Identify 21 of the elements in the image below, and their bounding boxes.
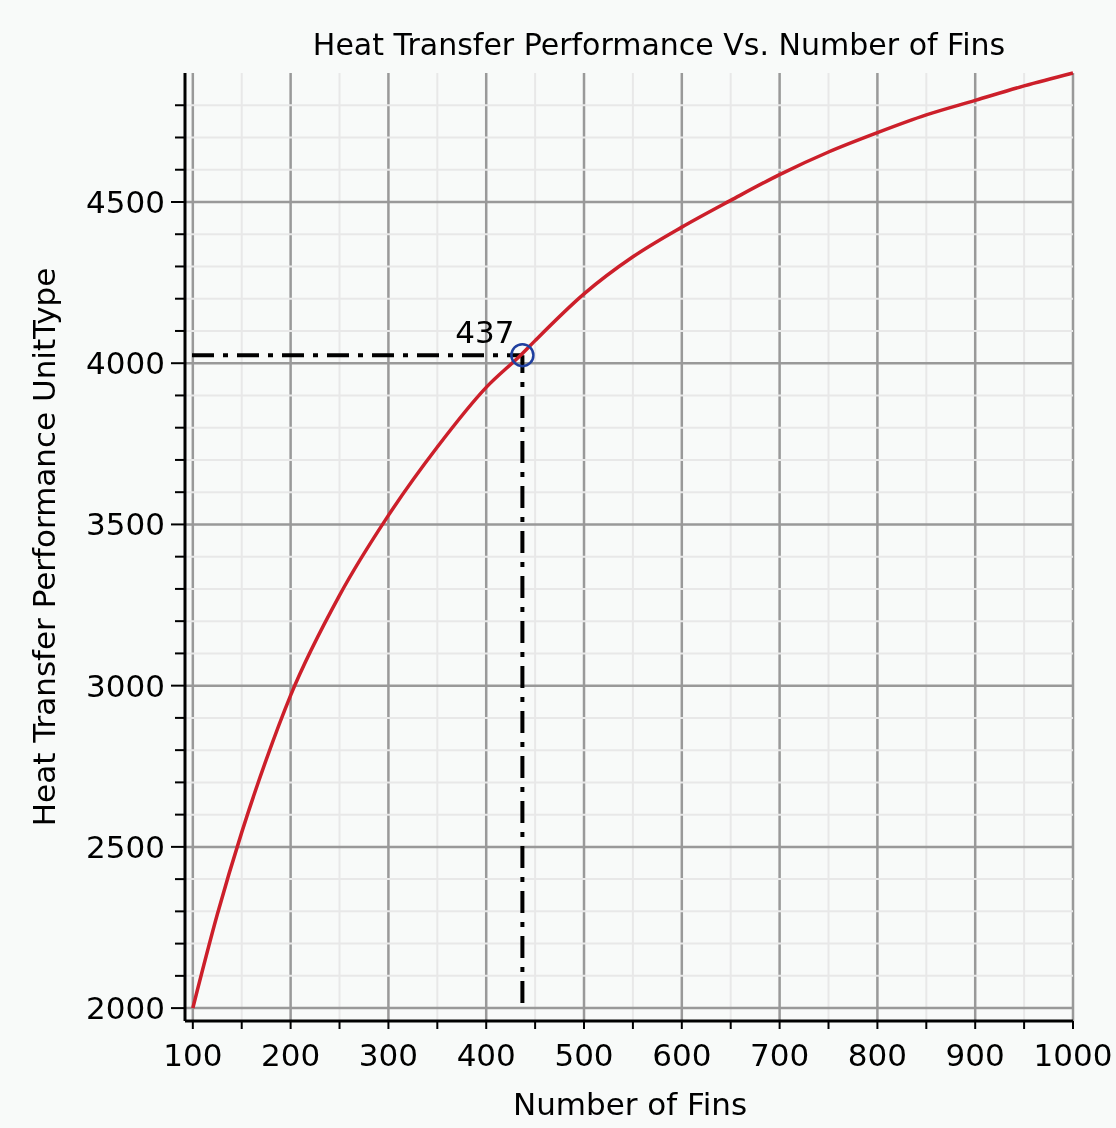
x-tick-label: 1000 xyxy=(1033,1037,1113,1073)
y-tick-label: 3500 xyxy=(86,506,165,543)
x-tick-label: 600 xyxy=(652,1037,712,1073)
x-tick-label: 300 xyxy=(358,1037,418,1073)
annotation: 437 xyxy=(455,314,515,351)
x-tick-label: 500 xyxy=(554,1037,614,1073)
y-tick-label: 4500 xyxy=(86,183,165,220)
x-tick-label: 800 xyxy=(847,1037,907,1073)
y-tick-label: 2500 xyxy=(86,828,165,865)
x-tick-label: 900 xyxy=(945,1037,1005,1073)
x-tick-label: 200 xyxy=(261,1037,321,1073)
x-tick-label: 100 xyxy=(163,1037,223,1073)
y-tick-label: 4000 xyxy=(86,345,165,382)
chart-title: Heat Transfer Performance Vs. Number of Fins xyxy=(312,27,1006,62)
line-series xyxy=(191,71,1075,1010)
x-axis-title: Number of Fins xyxy=(512,1086,748,1122)
y-axis-title: Heat Transfer Performance UnitType xyxy=(26,267,62,827)
y-tick-label: 2000 xyxy=(86,989,165,1026)
y-tick-label: 3000 xyxy=(86,667,165,704)
x-tick-label: 400 xyxy=(456,1037,516,1073)
x-tick-label: 700 xyxy=(750,1037,810,1073)
